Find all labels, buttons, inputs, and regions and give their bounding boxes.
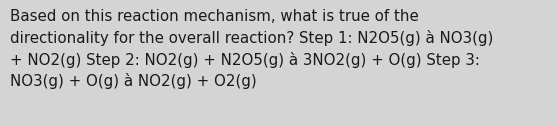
- Text: Based on this reaction mechanism, what is true of the
directionality for the ove: Based on this reaction mechanism, what i…: [10, 9, 493, 89]
